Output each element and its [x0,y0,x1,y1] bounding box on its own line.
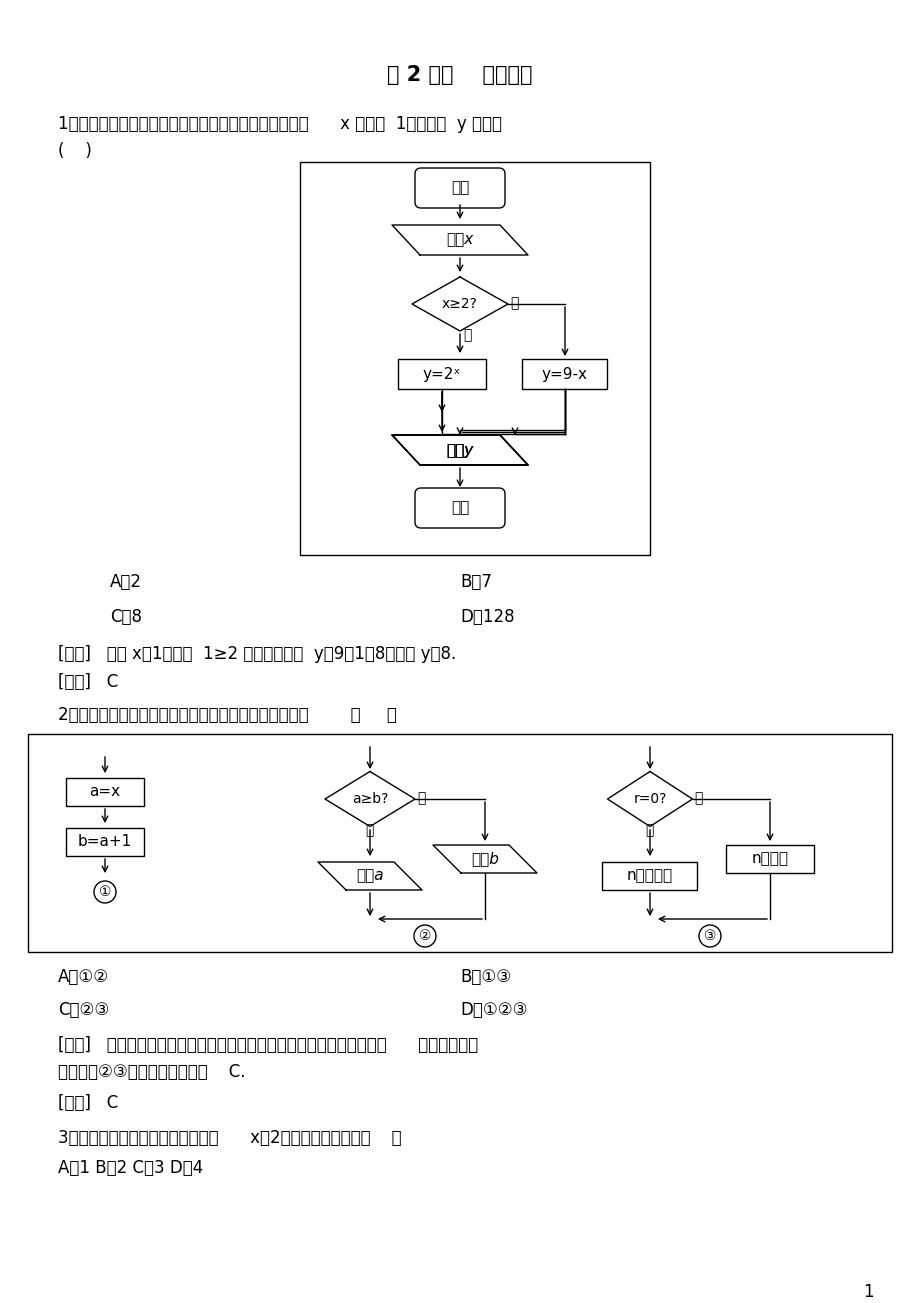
Text: 输入x: 输入x [446,232,473,248]
Text: [答案]   C: [答案] C [58,1095,119,1111]
Bar [66,827,144,856]
Text: r=0?: r=0? [632,792,666,807]
Text: ①: ① [98,885,111,899]
Polygon shape [391,435,528,465]
Text: 否: 否 [416,791,425,805]
Bar [28,734,891,952]
Text: ③: ③ [703,929,716,943]
Bar [300,162,650,555]
Text: [答案]   C: [答案] C [58,674,119,691]
Text: n是偶数: n是偶数 [751,851,788,866]
Text: 是: 是 [693,791,701,805]
FancyBboxPatch shape [414,489,505,528]
Polygon shape [391,435,528,465]
Text: 开始: 开始 [450,181,469,195]
Text: 输出b: 输出b [471,851,498,866]
Text: [解析]   输入 x＝1，因为  1≥2 不成立，所以  y＝9－1＝8，输出 y＝8.: [解析] 输入 x＝1，因为 1≥2 不成立，所以 y＝9－1＝8，输出 y＝8… [58,645,456,663]
Text: y=9-x: y=9-x [541,366,587,382]
Polygon shape [607,771,692,826]
Text: D．①②③: D．①②③ [460,1001,527,1019]
Text: 是: 是 [462,328,471,341]
Text: 第 2 课时    条件结构: 第 2 课时 条件结构 [387,65,532,85]
Text: B．7: B．7 [460,573,492,592]
Bar [725,846,813,873]
Polygon shape [324,771,414,826]
Text: 3．如图所示的程序框图中，若输入      x＝2，则输出的结果是（    ）: 3．如图所示的程序框图中，若输入 x＝2，则输出的结果是（ ） [58,1128,402,1147]
Text: D．128: D．128 [460,609,514,625]
Text: 输出y: 输出y [446,443,473,457]
Text: 是: 是 [365,823,373,837]
Bar [398,360,485,390]
Text: x≥2?: x≥2? [442,297,477,311]
FancyBboxPatch shape [414,168,505,208]
Polygon shape [433,846,537,873]
Polygon shape [391,225,528,255]
Text: (    ): ( ) [58,142,92,160]
Text: A．2: A．2 [110,573,142,592]
Bar [66,778,144,807]
Text: 输出y: 输出y [446,443,473,457]
Polygon shape [318,863,422,890]
Text: 1．阅读如图所示的程序框图，运行相应的程序．若输入      x 的值为  1，则输出  y 的值为: 1．阅读如图所示的程序框图，运行相应的程序．若输入 x 的值为 1，则输出 y … [58,115,502,133]
Text: 否: 否 [509,296,517,310]
Text: C．8: C．8 [110,609,142,625]
Text: ②: ② [418,929,431,943]
Text: 否: 否 [644,823,652,837]
Text: A．1 B．2 C．3 D．4: A．1 B．2 C．3 D．4 [58,1158,203,1177]
Text: 输出y: 输出y [446,443,473,457]
Polygon shape [391,435,528,465]
Text: n不是偶数: n不是偶数 [626,869,673,883]
Polygon shape [412,278,507,331]
Text: B．①③: B．①③ [460,968,511,986]
Text: 输出a: 输出a [356,869,383,883]
Text: 结束: 结束 [450,500,469,516]
Text: 2．如图是算法程序框图的一部分，其中含条件结构的是        （     ）: 2．如图是算法程序框图的一部分，其中含条件结构的是 （ ） [58,706,396,724]
Text: a≥b?: a≥b? [351,792,388,807]
Text: C．②③: C．②③ [58,1001,109,1019]
Text: A．①②: A．①② [58,968,109,986]
Text: y=2ˣ: y=2ˣ [423,366,460,382]
Text: [解析]   条件结构是处理逻辑判断并根据判别结果进行不同处理的结构，      由算法程序框: [解析] 条件结构是处理逻辑判断并根据判别结果进行不同处理的结构， 由算法程序框 [58,1036,478,1054]
Text: 1: 1 [862,1283,872,1300]
Bar [522,360,607,390]
Bar [602,863,697,890]
Text: 图可知，②③含条件结构，故选    C.: 图可知，②③含条件结构，故选 C. [58,1063,245,1081]
Text: a=x: a=x [89,784,120,800]
Text: b=a+1: b=a+1 [78,834,132,850]
